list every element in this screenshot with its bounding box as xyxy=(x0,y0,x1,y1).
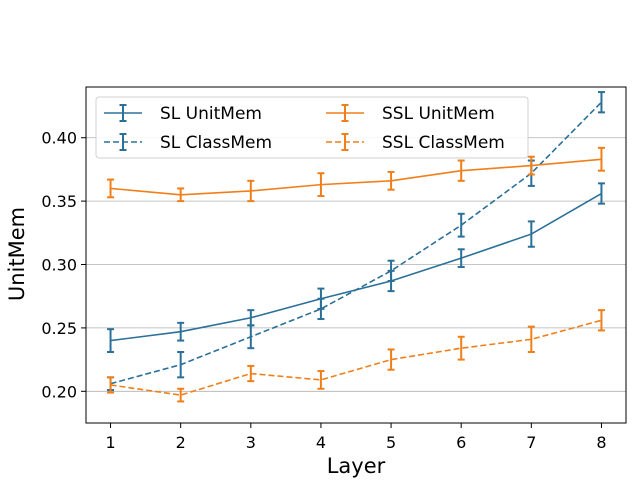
error-bar xyxy=(107,178,115,199)
series-2 xyxy=(107,91,605,392)
legend-item: SSL UnitMem xyxy=(326,104,495,124)
error-bar xyxy=(387,348,395,371)
error-bar xyxy=(177,321,185,342)
series-line xyxy=(110,192,602,342)
error-bar xyxy=(107,328,115,353)
legend: SL UnitMem SL ClassMem SSL UnitMem SSL Clas… xyxy=(95,96,529,159)
x-tick-label: 3 xyxy=(246,433,256,452)
error-bar xyxy=(527,220,535,248)
legend-label: SSL ClassMem xyxy=(382,133,505,153)
error-bar xyxy=(177,350,185,379)
error-bar xyxy=(597,91,605,114)
legend-label: SL ClassMem xyxy=(160,133,272,153)
legend-label: SL UnitMem xyxy=(160,104,262,124)
error-bar xyxy=(317,370,325,390)
legend-label: SSL UnitMem xyxy=(382,104,495,124)
x-tick-label: 7 xyxy=(526,433,536,452)
series-line xyxy=(110,158,602,196)
error-bar xyxy=(387,259,395,282)
y-axis: 0.20 0.25 0.30 0.35 0.40 xyxy=(41,129,86,401)
error-bar xyxy=(527,155,535,176)
error-bar xyxy=(177,387,185,403)
x-axis: 1 2 3 4 5 6 7 8 xyxy=(105,423,607,452)
series-line xyxy=(110,319,602,396)
error-bar xyxy=(457,248,465,269)
error-bar xyxy=(527,325,535,353)
series-3 xyxy=(107,146,605,203)
error-bar xyxy=(597,182,605,205)
series-group xyxy=(107,91,605,403)
error-bar xyxy=(177,187,185,203)
legend-item: SL UnitMem xyxy=(104,104,262,124)
error-bar xyxy=(317,172,325,198)
plot-frame xyxy=(85,86,627,424)
grid-lines xyxy=(86,137,626,392)
y-tick-label: 0.25 xyxy=(41,319,77,338)
error-bar xyxy=(457,335,465,361)
error-bar xyxy=(597,146,605,172)
y-tick-label: 0.35 xyxy=(41,192,77,211)
error-bar xyxy=(457,212,465,238)
x-tick-label: 5 xyxy=(386,433,396,452)
series-4 xyxy=(107,309,605,403)
error-bar xyxy=(457,159,465,182)
error-bar xyxy=(247,324,255,350)
legend-item: SL ClassMem xyxy=(104,133,272,153)
y-tick-label: 0.30 xyxy=(41,256,77,275)
error-bar xyxy=(317,297,325,321)
y-tick-label: 0.20 xyxy=(41,382,77,401)
x-tick-label: 2 xyxy=(176,433,186,452)
error-bar xyxy=(387,170,395,191)
legend-box xyxy=(95,96,529,159)
x-tick-label: 6 xyxy=(456,433,466,452)
x-axis-label: Layer xyxy=(327,454,386,478)
error-bar xyxy=(107,376,115,394)
error-bar xyxy=(247,179,255,203)
legend-item: SSL ClassMem xyxy=(326,133,505,153)
y-tick-label: 0.40 xyxy=(41,129,77,148)
error-bar xyxy=(247,364,255,383)
x-tick-label: 1 xyxy=(105,433,115,452)
x-tick-label: 8 xyxy=(596,433,606,452)
x-tick-label: 4 xyxy=(316,433,326,452)
y-axis-label: UnitMem xyxy=(5,207,29,301)
series-line xyxy=(110,101,603,385)
error-bar xyxy=(597,309,605,332)
